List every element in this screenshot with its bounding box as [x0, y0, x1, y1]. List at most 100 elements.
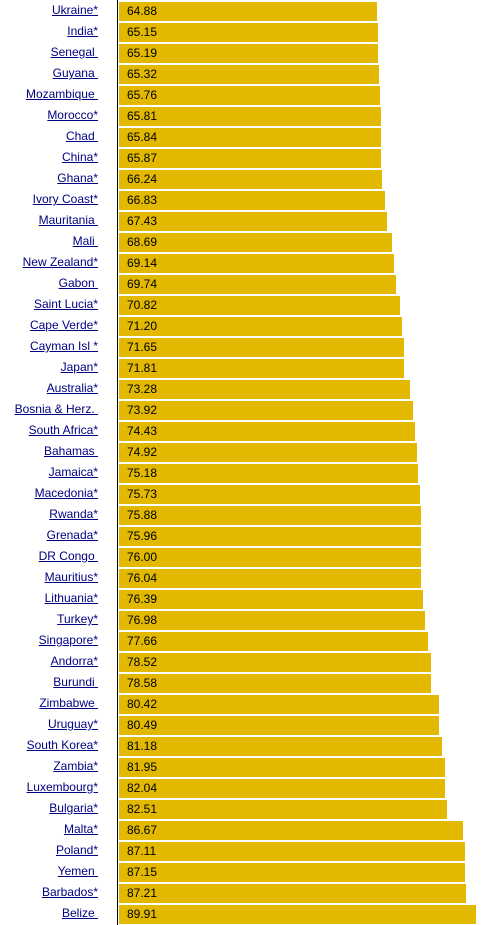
category-label-link[interactable]: Turkey* [57, 612, 98, 626]
category-label-link[interactable]: Gabon [58, 276, 98, 290]
bar: 66.83 [119, 191, 385, 210]
bar-row: Japan* 71.81 [0, 358, 488, 379]
category-label-link[interactable]: Ivory Coast* [32, 192, 98, 206]
category-label-link[interactable]: Rwanda* [49, 507, 98, 521]
bar-row: Singapore* 77.66 [0, 631, 488, 652]
category-label-link[interactable]: Uruguay* [47, 717, 98, 731]
bar-value-label: 89.91 [127, 907, 158, 921]
category-label-link[interactable]: Bosnia & Herz. [14, 402, 98, 416]
bar-value-label: 80.49 [127, 718, 158, 732]
category-label-link[interactable]: Mozambique [25, 87, 98, 101]
bar-value-label: 71.20 [127, 319, 158, 333]
bar: 75.96 [119, 527, 421, 546]
category-label-link[interactable]: Mali [72, 234, 98, 248]
category-label-link[interactable]: Japan* [60, 360, 98, 374]
category-label-link[interactable]: Barbados* [41, 885, 98, 899]
bar-value-label: 75.96 [127, 529, 158, 543]
bar-value-label: 86.67 [127, 823, 158, 837]
bar-row: Rwanda* 75.88 [0, 505, 488, 526]
category-label-link[interactable]: Australia* [46, 381, 98, 395]
category-label-link[interactable]: Lithuania* [44, 591, 98, 605]
bar: 71.20 [119, 317, 402, 336]
bar: 86.67 [119, 821, 463, 840]
bar-row: Mali 68.69 [0, 232, 488, 253]
bar-row: Chad 65.84 [0, 127, 488, 148]
bar: 69.74 [119, 275, 396, 294]
bar-value-label: 69.74 [127, 277, 158, 291]
category-label-link[interactable]: South Korea* [26, 738, 98, 752]
category-label-link[interactable]: Macedonia* [34, 486, 98, 500]
bar-value-label: 65.32 [127, 67, 158, 81]
category-label-link[interactable]: Ghana* [57, 171, 98, 185]
category-label-link[interactable]: Malta* [63, 822, 98, 836]
category-label-link[interactable]: Zambia* [53, 759, 98, 773]
category-label-link[interactable]: Belize [61, 906, 98, 920]
bar-value-label: 66.83 [127, 193, 158, 207]
category-label-link[interactable]: Burundi [53, 675, 98, 689]
category-label-link[interactable]: Morocco* [47, 108, 98, 122]
category-label-link[interactable]: South Africa* [28, 423, 98, 437]
category-label-link[interactable]: Ukraine* [51, 3, 98, 17]
category-label-link[interactable]: Zimbabwe [39, 696, 98, 710]
bar: 65.81 [119, 107, 381, 126]
bar-row: Saint Lucia* 70.82 [0, 295, 488, 316]
bar-row: Macedonia* 75.73 [0, 484, 488, 505]
category-label-link[interactable]: New Zealand* [22, 255, 98, 269]
category-label-link[interactable]: China* [61, 150, 98, 164]
category-label-link[interactable]: Andorra* [50, 654, 98, 668]
bar-value-label: 73.28 [127, 382, 158, 396]
category-label-link[interactable]: Cape Verde* [29, 318, 98, 332]
category-label-link[interactable]: Yemen [57, 864, 98, 878]
category-label-link[interactable]: Cayman Isl * [29, 339, 98, 353]
bar: 75.18 [119, 464, 418, 483]
category-label-link[interactable]: Saint Lucia* [33, 297, 98, 311]
bar-value-label: 75.88 [127, 508, 158, 522]
bar-row: Mauritania 67.43 [0, 211, 488, 232]
category-label-link[interactable]: Jamaica* [48, 465, 98, 479]
category-label-link[interactable]: Bahamas [43, 444, 98, 458]
bar-value-label: 66.24 [127, 172, 158, 186]
category-label-link[interactable]: DR Congo [38, 549, 98, 563]
bar-row: Gabon 69.74 [0, 274, 488, 295]
bar-row: Uruguay* 80.49 [0, 715, 488, 736]
category-axis-line [117, 0, 118, 925]
category-label-link[interactable]: Mauritius* [44, 570, 98, 584]
bar: 69.14 [119, 254, 394, 273]
bar-value-label: 76.98 [127, 613, 158, 627]
bar-value-label: 87.21 [127, 886, 158, 900]
bar-value-label: 71.81 [127, 361, 158, 375]
category-label-link[interactable]: Poland* [55, 843, 98, 857]
bar-value-label: 75.18 [127, 466, 158, 480]
category-label-link[interactable]: Mauritania [38, 213, 98, 227]
bar-value-label: 69.14 [127, 256, 158, 270]
bar-row: Australia* 73.28 [0, 379, 488, 400]
category-label-link[interactable]: Senegal [50, 45, 98, 59]
bar-row: China* 65.87 [0, 148, 488, 169]
category-label-link[interactable]: Bulgaria* [49, 801, 98, 815]
category-label-link[interactable]: Singapore* [38, 633, 98, 647]
bar: 68.69 [119, 233, 392, 252]
bar-row: Morocco* 65.81 [0, 106, 488, 127]
bar-value-label: 65.19 [127, 46, 158, 60]
bar-value-label: 75.73 [127, 487, 158, 501]
bar: 74.43 [119, 422, 415, 441]
category-label-link[interactable]: Chad [65, 129, 98, 143]
bar-value-label: 74.43 [127, 424, 158, 438]
bar-value-label: 76.04 [127, 571, 158, 585]
category-label-link[interactable]: Grenada* [46, 528, 98, 542]
bar: 65.32 [119, 65, 379, 84]
bar-value-label: 87.11 [127, 844, 157, 858]
category-label-link[interactable]: India* [67, 24, 98, 38]
bar: 82.04 [119, 779, 445, 798]
bar: 66.24 [119, 170, 382, 189]
bar-row: Ukraine* 64.88 [0, 1, 488, 22]
bar: 80.49 [119, 716, 439, 735]
bar: 65.76 [119, 86, 380, 105]
bar-row: Senegal 65.19 [0, 43, 488, 64]
category-label-link[interactable]: Guyana [52, 66, 98, 80]
bar-value-label: 65.81 [127, 109, 158, 123]
bar-value-label: 78.52 [127, 655, 158, 669]
category-label-link[interactable]: Luxembourg* [26, 780, 98, 794]
bar-value-label: 65.15 [127, 25, 158, 39]
bar: 76.98 [119, 611, 425, 630]
